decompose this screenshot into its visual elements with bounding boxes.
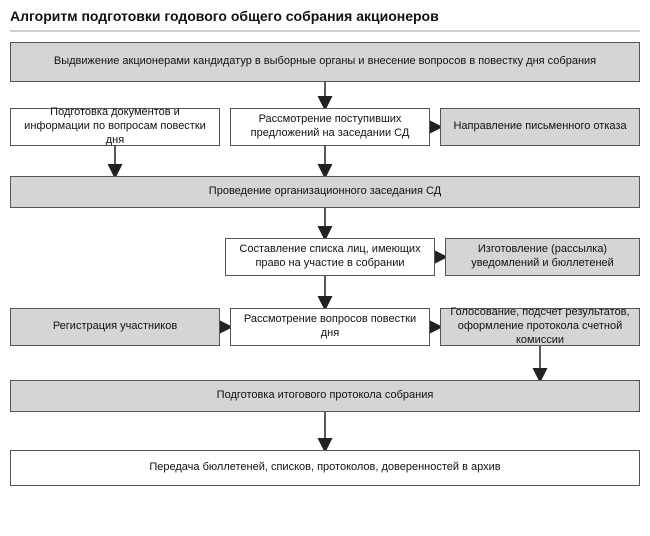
flow-node-n5a: Регистрация участников xyxy=(10,308,220,346)
flow-node-n5c: Голосование, подсчет результатов, оформл… xyxy=(440,308,640,346)
flow-node-n2c: Направление письменного отказа xyxy=(440,108,640,146)
flow-node-n5b: Рассмотрение вопросов повестки дня xyxy=(230,308,430,346)
flow-node-n4a: Составление списка лиц, имеющих право на… xyxy=(225,238,435,276)
flow-node-n1: Выдвижение акционерами кандидатур в выбо… xyxy=(10,42,640,82)
flowchart-stage: Выдвижение акционерами кандидатур в выбо… xyxy=(0,0,650,536)
flow-node-n2a: Подготовка документов и информации по во… xyxy=(10,108,220,146)
flow-node-n6: Подготовка итогового протокола собрания xyxy=(10,380,640,412)
flow-node-n3: Проведение организационного заседания СД xyxy=(10,176,640,208)
flow-node-n7: Передача бюллетеней, списков, протоколов… xyxy=(10,450,640,486)
flow-node-n2b: Рассмотрение поступивших предложений на … xyxy=(230,108,430,146)
flow-node-n4b: Изготовление (рассылка) уведомлений и бю… xyxy=(445,238,640,276)
